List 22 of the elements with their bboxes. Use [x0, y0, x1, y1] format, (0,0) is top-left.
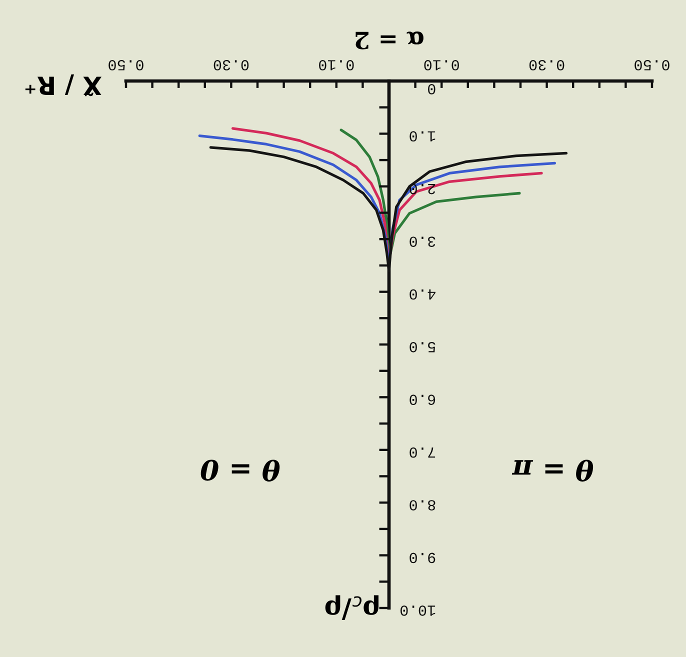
y-tick-label: 8.0	[410, 500, 436, 510]
y-tick-label: 6.0	[410, 394, 436, 406]
x-tick-label: 0.50	[108, 60, 144, 70]
y-tick-label: 3.0	[410, 236, 436, 247]
x-tick-label: 0.10	[319, 60, 354, 70]
y-tick-label: 9.0	[410, 552, 436, 564]
x-tick-label: 0.30	[214, 60, 249, 70]
chart-title: α = 2	[356, 32, 424, 50]
annotation: θ = π	[512, 460, 594, 482]
y-tick-label: 2.0	[410, 184, 436, 194]
y-axis-title: ρ$_{c}$/ρ	[325, 595, 378, 620]
y-tick-label: 1.0	[410, 131, 436, 142]
annotation: θ = 0	[200, 460, 280, 482]
y-tick-label: 0	[428, 84, 436, 94]
y-tick-label: 7.0	[410, 447, 436, 458]
x-tick-label: 0.10	[424, 60, 460, 70]
y-tick-label: 5.0	[410, 342, 436, 352]
x-tick-label: 0.50	[634, 60, 670, 70]
x-tick-label: 0.30	[529, 60, 564, 70]
x-axis-title: X̃ / R⁺	[25, 74, 102, 96]
y-tick-label: 10.0	[400, 605, 436, 616]
y-tick-label: 4.0	[410, 289, 436, 300]
